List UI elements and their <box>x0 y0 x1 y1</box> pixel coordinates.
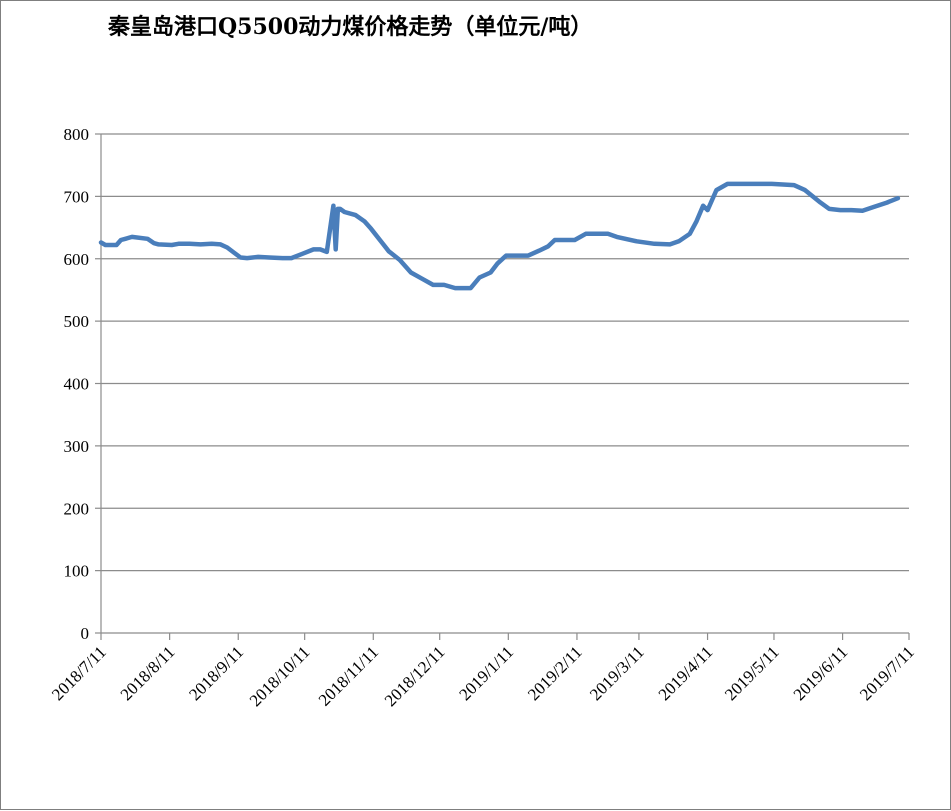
y-tick-label: 0 <box>81 624 90 643</box>
y-tick-label: 600 <box>64 250 90 269</box>
x-tick-label: 2018/8/11 <box>117 642 179 704</box>
axes: 0 100 200 300 400 500 600 700 800 2018/7/11 2018/8… <box>48 125 918 710</box>
x-tick-label: 2018/11/11 <box>315 642 382 709</box>
x-tick-label: 2018/10/11 <box>246 642 314 710</box>
y-tick-label: 300 <box>64 437 90 456</box>
x-tick-label: 2019/4/11 <box>655 642 717 704</box>
x-tick-label: 2018/7/11 <box>48 642 110 704</box>
x-tick-label: 2019/6/11 <box>790 642 852 704</box>
price-line <box>98 181 901 291</box>
x-tick-label: 2019/1/11 <box>455 642 517 704</box>
series-layer <box>98 181 901 291</box>
x-tick-label: 2018/12/11 <box>381 642 449 710</box>
y-tick-label: 200 <box>64 499 90 518</box>
x-tick-label: 2018/9/11 <box>185 642 247 704</box>
gridlines <box>101 133 909 572</box>
y-tick-label: 800 <box>64 125 90 144</box>
y-tick-label: 100 <box>64 562 90 581</box>
y-tick-label: 400 <box>64 375 90 394</box>
x-tick-label: 2019/7/11 <box>856 642 918 704</box>
x-tick-label: 2019/3/11 <box>586 642 648 704</box>
chart-title: 秦皇岛港口Q5500动力煤价格走势（单位元/吨） <box>108 14 593 40</box>
y-tick-label: 700 <box>64 187 90 206</box>
x-tick-label: 2019/5/11 <box>721 642 783 704</box>
x-tick-label: 2019/2/11 <box>524 642 586 704</box>
y-tick-label: 500 <box>64 312 90 331</box>
